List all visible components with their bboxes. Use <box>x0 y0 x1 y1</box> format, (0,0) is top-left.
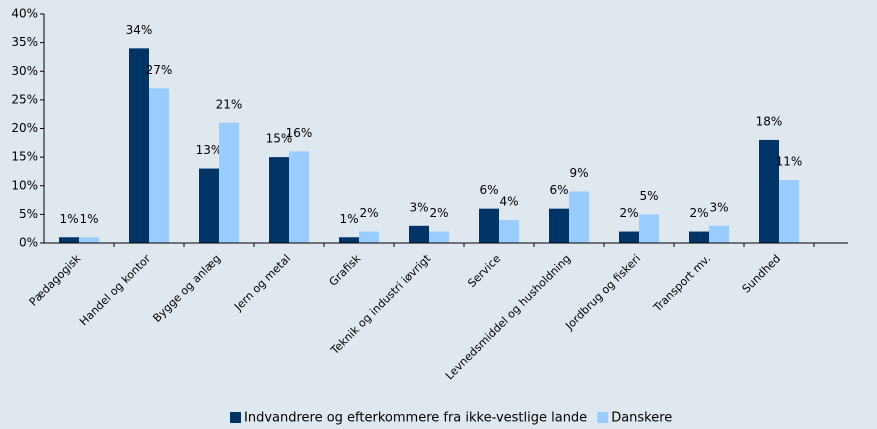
bar <box>619 231 639 243</box>
legend-label: Danskere <box>611 411 672 426</box>
data-label: 2% <box>619 206 638 220</box>
bar <box>59 237 79 243</box>
bar <box>429 231 449 243</box>
data-label: 1% <box>339 212 358 226</box>
bar <box>569 191 589 243</box>
bar <box>759 139 779 243</box>
data-label: 15% <box>266 132 293 146</box>
y-tick-label: 10% <box>11 178 38 192</box>
data-label: 18% <box>756 114 783 128</box>
data-label: 16% <box>286 126 313 140</box>
bar <box>219 122 239 243</box>
data-label: 6% <box>479 183 498 197</box>
bar <box>779 180 799 243</box>
data-label: 2% <box>359 206 378 220</box>
data-label: 3% <box>409 200 428 214</box>
data-label: 11% <box>776 155 803 169</box>
legend-label: Indvandrere og efterkommere fra ikke-ves… <box>244 411 587 426</box>
bar <box>709 225 729 243</box>
bar <box>199 168 219 243</box>
data-label: 21% <box>216 97 243 111</box>
y-tick-label: 30% <box>11 64 38 78</box>
data-label: 2% <box>689 206 708 220</box>
legend-swatch <box>597 412 609 423</box>
y-tick-label: 0% <box>19 236 38 250</box>
y-tick-label: 25% <box>11 92 38 106</box>
bar <box>269 157 289 243</box>
data-label: 3% <box>709 200 728 214</box>
data-label: 6% <box>549 183 568 197</box>
data-label: 5% <box>639 189 658 203</box>
data-label: 34% <box>126 23 153 37</box>
data-label: 27% <box>146 63 173 77</box>
bar <box>479 208 499 243</box>
bar <box>129 48 149 243</box>
data-label: 2% <box>429 206 448 220</box>
bar <box>149 88 169 243</box>
data-label: 13% <box>196 143 223 157</box>
bar <box>409 225 429 243</box>
y-tick-label: 20% <box>11 121 38 135</box>
bar <box>689 231 709 243</box>
bar <box>79 237 99 243</box>
data-label: 4% <box>499 195 518 209</box>
bar <box>289 151 309 243</box>
data-label: 1% <box>79 212 98 226</box>
bar <box>549 208 569 243</box>
data-label: 1% <box>59 212 78 226</box>
bar <box>359 231 379 243</box>
data-label: 9% <box>569 166 588 180</box>
legend: Indvandrere og efterkommere fra ikke-ves… <box>230 411 672 426</box>
y-tick-label: 15% <box>11 150 38 164</box>
y-tick-label: 5% <box>19 207 38 221</box>
bar <box>639 214 659 243</box>
bar <box>499 220 519 243</box>
y-tick-label: 35% <box>11 35 38 49</box>
legend-swatch <box>230 412 241 423</box>
y-tick-label: 40% <box>11 7 38 21</box>
bar <box>339 237 359 243</box>
